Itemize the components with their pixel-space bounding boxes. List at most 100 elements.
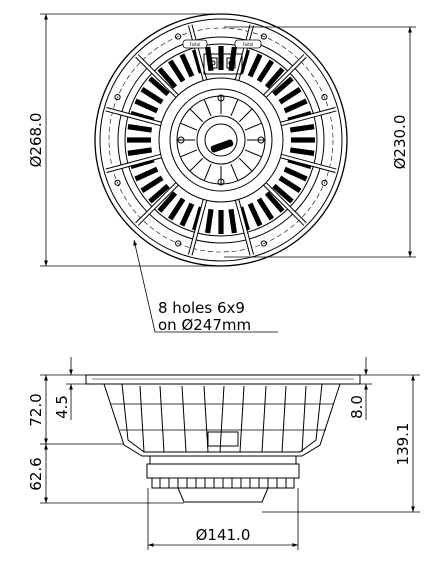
vent-slot	[134, 98, 159, 114]
motor-fin	[189, 108, 203, 122]
vent-slot	[264, 191, 285, 213]
spoke-gap	[105, 154, 162, 173]
motor-fin	[180, 149, 198, 158]
mounting-hole	[114, 179, 121, 186]
motor-fin	[239, 158, 253, 172]
brand-logo-right: Faital	[234, 39, 262, 49]
motor-fin	[203, 99, 212, 117]
vent-slot	[179, 53, 195, 78]
spoke-edge	[187, 199, 204, 255]
vent-slot	[289, 124, 315, 133]
spoke-gap	[235, 24, 254, 81]
vent-slot	[134, 166, 159, 182]
vent-slot	[157, 67, 178, 89]
mounting-flange	[85, 374, 361, 385]
screw-top	[217, 94, 225, 102]
spoke-edge	[234, 200, 251, 256]
basket-outer-rim	[94, 13, 348, 267]
basket-rib	[139, 385, 145, 453]
cone-ring	[158, 77, 284, 203]
vent-slot	[148, 183, 170, 204]
pole-piece	[196, 115, 246, 165]
vent-slot	[167, 59, 186, 83]
basket-rib	[203, 385, 209, 453]
vent-slot	[157, 191, 178, 213]
motor-label-plate	[210, 139, 234, 153]
brand-logo-text: Faital	[190, 42, 201, 47]
spoke-gap	[188, 199, 207, 256]
vent-slot	[218, 210, 224, 234]
mounting-hole	[175, 33, 182, 40]
spoke-gap	[263, 182, 307, 226]
motor-diameter-label: Ø141.0	[196, 526, 251, 544]
front-view	[94, 13, 348, 267]
spoke-edge	[263, 54, 305, 96]
motor-fins	[177, 96, 265, 184]
height-upper-label: 72.0	[27, 393, 45, 426]
screw-right	[257, 136, 265, 144]
mounting-hole	[260, 240, 267, 247]
terminal-side	[207, 431, 239, 447]
screw-left	[177, 136, 185, 144]
side-view	[85, 374, 361, 503]
motor-fin	[230, 163, 239, 181]
outer-diameter-label: Ø268.0	[27, 113, 45, 168]
terminal-block	[203, 53, 243, 75]
screw-bottom	[217, 178, 225, 186]
vent-slot	[272, 183, 294, 204]
basket-rim-inner	[99, 18, 343, 262]
vent-slot	[228, 46, 237, 72]
side-dimensions	[40, 357, 420, 550]
spoke-edge	[191, 200, 208, 256]
vent-slot	[247, 53, 263, 78]
spoke-edge	[263, 184, 305, 226]
hole-note-line1: 8 holes 6x9	[158, 299, 245, 317]
vent-slot	[127, 147, 153, 156]
flange-offset-label: 8.0	[348, 395, 366, 419]
motor-fin	[230, 99, 239, 117]
vent-slot	[283, 166, 308, 182]
spoke-edge	[137, 184, 179, 226]
basket-rib	[281, 385, 287, 453]
spoke-edge	[281, 153, 337, 170]
mounting-holes	[114, 33, 328, 247]
vent-slot	[127, 124, 153, 133]
mount-diameter-label: Ø230.0	[391, 115, 409, 170]
basket-rib	[159, 385, 165, 453]
vent-slot	[264, 67, 285, 89]
spoke-edge	[238, 199, 255, 255]
basket-rib	[301, 385, 307, 453]
magnet-outer	[169, 88, 273, 192]
brand-logo-text: Faital	[243, 42, 254, 47]
motor-cap	[177, 487, 269, 503]
spoke-edge	[265, 56, 307, 98]
spoke-edge	[135, 182, 177, 224]
mounting-hole	[260, 33, 267, 40]
spoke-edge	[135, 56, 177, 98]
spoke-gap	[263, 54, 307, 98]
vent-slot	[278, 86, 302, 105]
spoke-edge	[187, 25, 204, 81]
spoke-edge	[280, 106, 336, 123]
motor-fin	[189, 158, 203, 172]
spoke-gap	[188, 24, 207, 81]
spoke-edge	[105, 153, 161, 170]
spoke-edge	[234, 24, 251, 80]
motor-fin	[180, 122, 198, 131]
mounting-hole	[321, 94, 328, 101]
basket-spokes	[105, 24, 337, 256]
spoke-edge	[280, 157, 336, 174]
pole-center	[204, 123, 238, 157]
surround-inner	[124, 43, 318, 237]
vent-slot	[278, 175, 302, 194]
vent-slot	[140, 175, 164, 194]
vent-slot	[148, 76, 170, 97]
basket-rib	[181, 385, 187, 453]
basket-profile	[103, 383, 341, 457]
hole-note-line2: on Ø247mm	[158, 316, 251, 334]
vent-slot	[228, 208, 237, 234]
spoke-edge	[281, 110, 337, 127]
mounting-hole	[321, 179, 328, 186]
spoke-edge	[106, 157, 162, 174]
